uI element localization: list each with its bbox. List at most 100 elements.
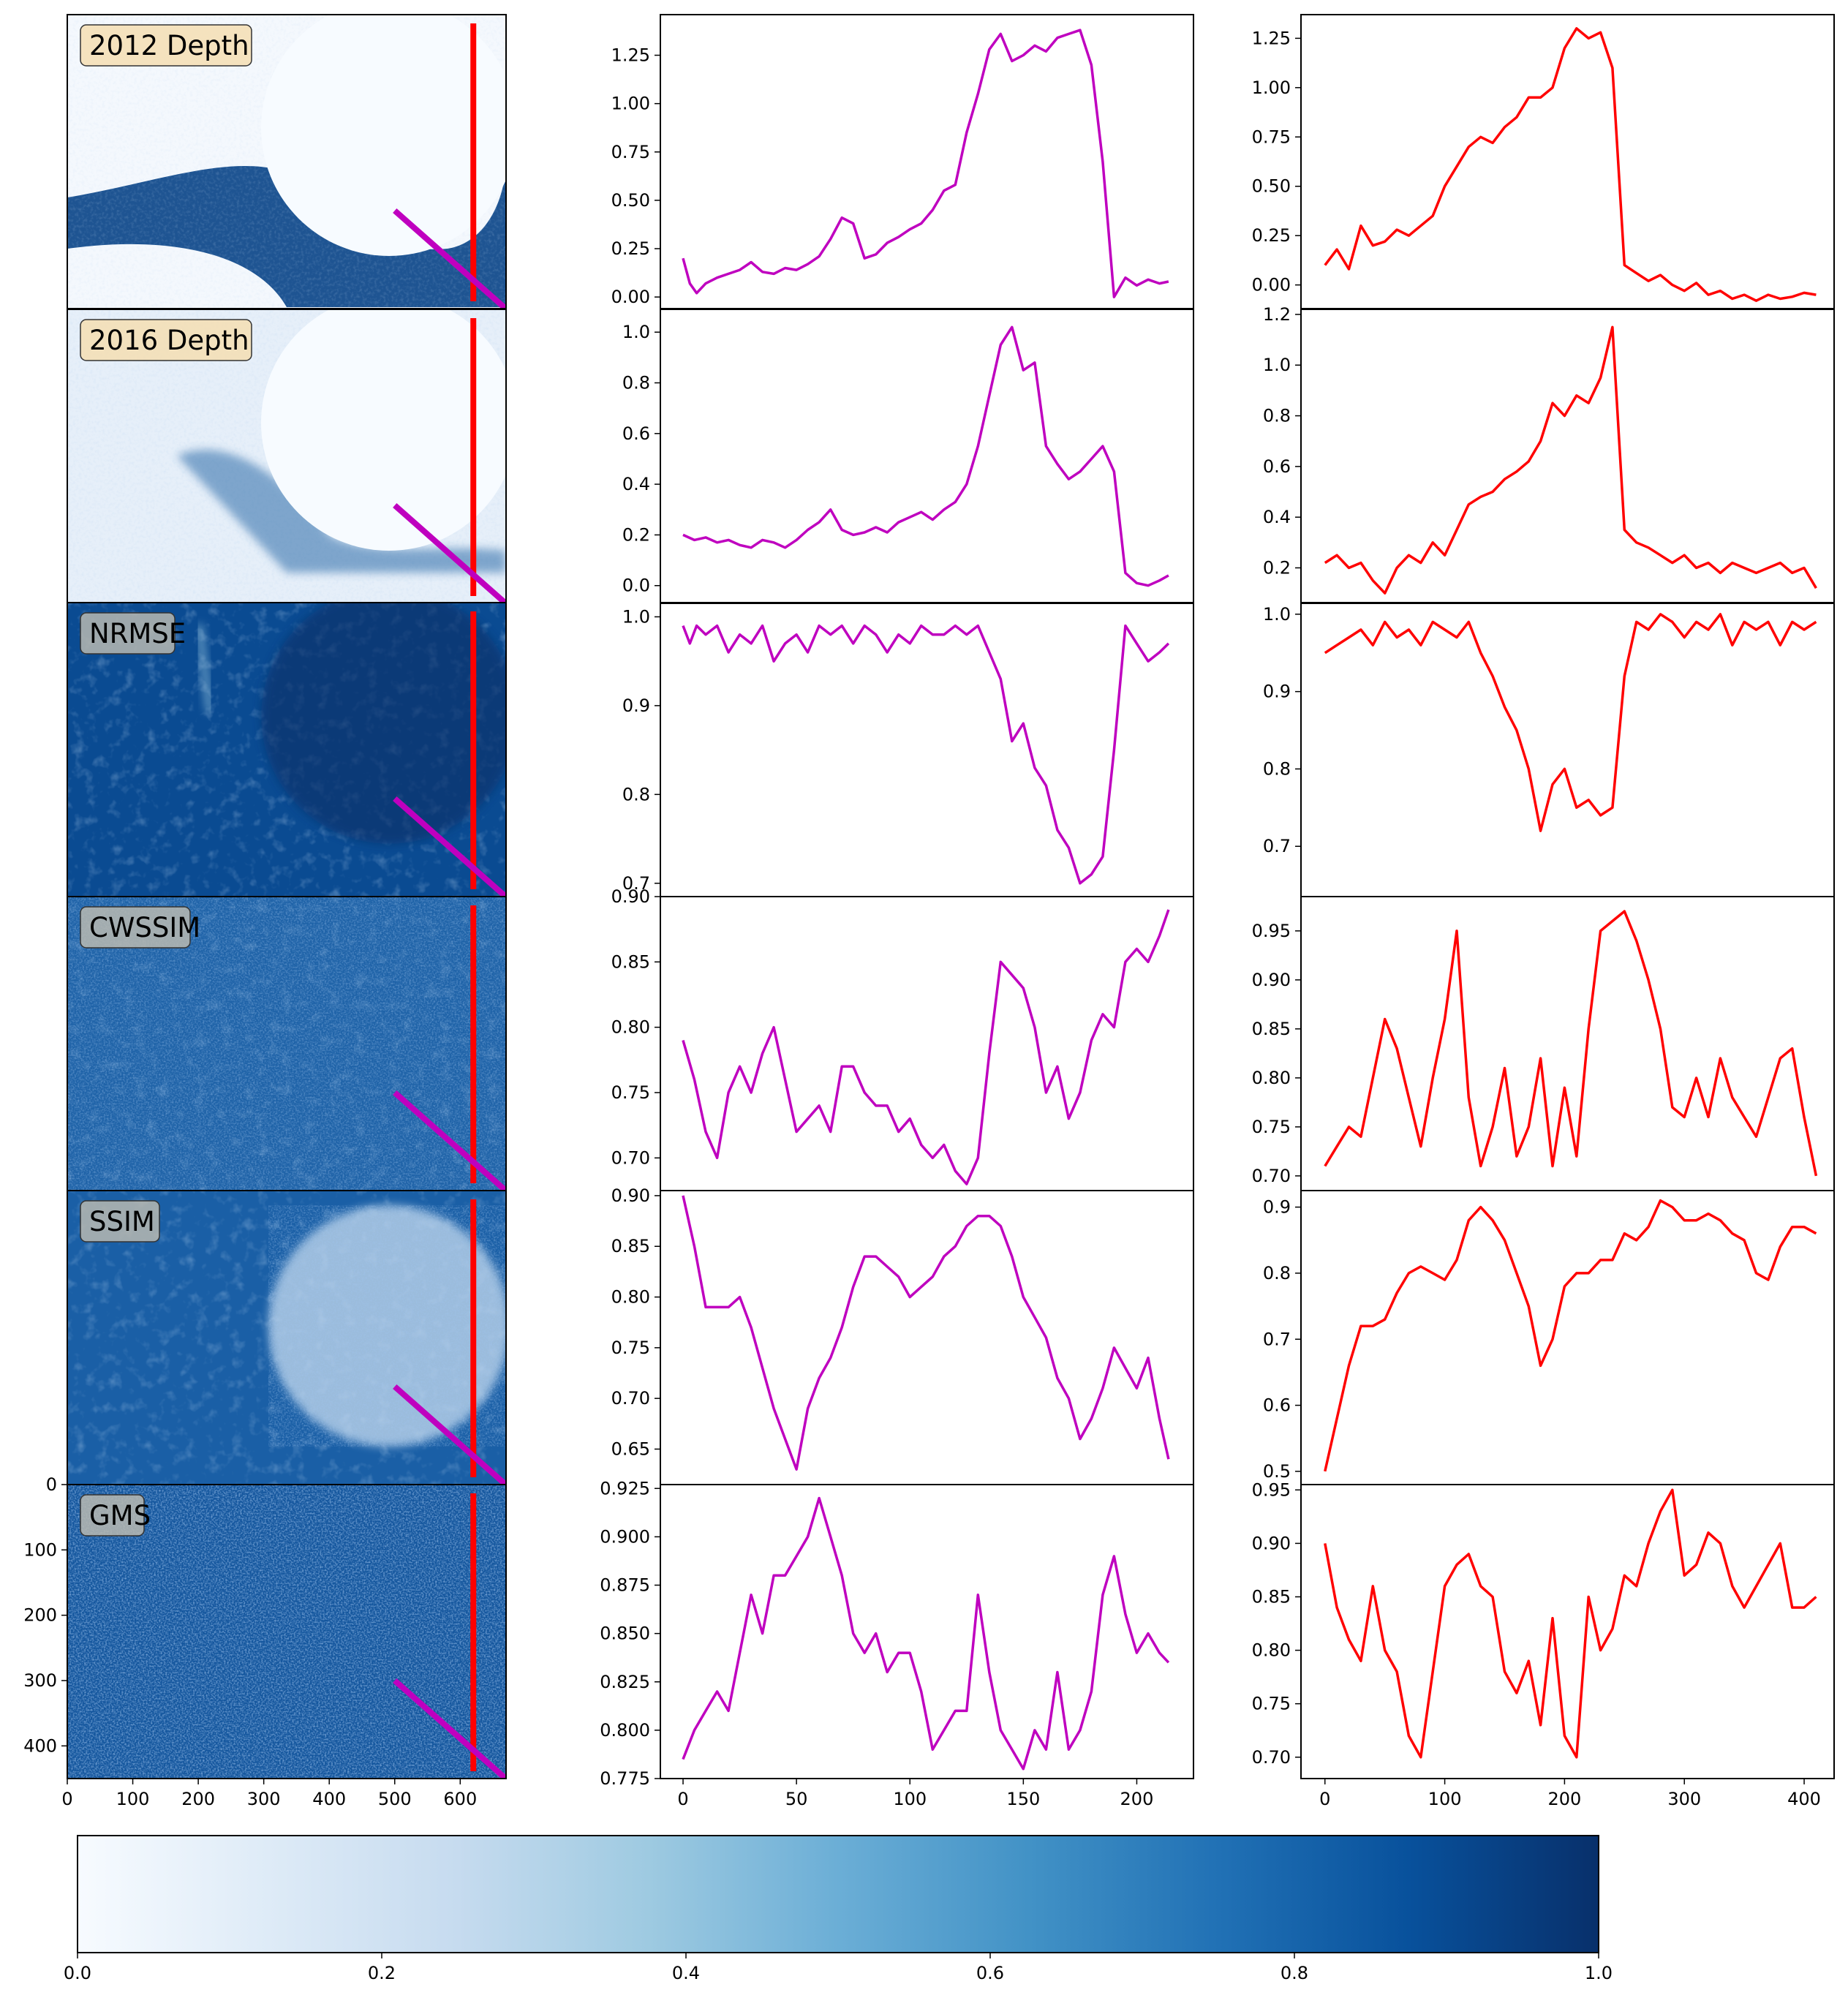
x-tick-label: 50 (785, 1789, 808, 1809)
x-tick-label: 400 (1787, 1789, 1821, 1809)
y-tick-label: 0.800 (600, 1720, 650, 1741)
colorbar-tick-label: 0.0 (64, 1963, 91, 1983)
series-line (1324, 613, 1817, 832)
panel-label: CWSSIM (89, 912, 200, 943)
vertical-profile-plot-2: 0.2 0.4 0.6 0.8 1.0 1.2 (1263, 304, 1835, 604)
y-tick-label: 1.0 (1263, 604, 1291, 625)
x-tick-label: 0 (677, 1789, 688, 1809)
diagonal-profile-plot-2: 0.0 0.2 0.4 0.6 0.8 1.0 (622, 309, 1194, 604)
colorbar-tick-label: 0.4 (672, 1963, 700, 1983)
series-line (1324, 1488, 1817, 1759)
series-line (1324, 1199, 1817, 1472)
panel-label-box (80, 906, 191, 949)
image-y-tick-label: 0 (46, 1474, 57, 1495)
diagonal-transect-line (393, 1678, 506, 1779)
y-tick-label: 0.775 (600, 1768, 650, 1789)
image-panel-3: NRMSE (67, 602, 507, 897)
colorbar-tick-label: 0.8 (1281, 1963, 1308, 1983)
y-tick-label: 0.75 (611, 1338, 650, 1358)
colorbar-tick-label: 1.0 (1585, 1963, 1613, 1983)
y-tick-label: 0.70 (611, 1147, 650, 1168)
diagonal-transect-line (393, 1090, 506, 1191)
y-tick-label: 0.900 (600, 1526, 650, 1547)
panel-label-box (80, 319, 252, 361)
y-tick-label: 0.70 (1252, 1166, 1291, 1186)
y-tick-label: 0.50 (611, 190, 650, 211)
y-tick-label: 1.0 (1263, 355, 1291, 375)
y-tick-label: 0.9 (1263, 682, 1291, 702)
y-tick-label: 0.00 (1252, 275, 1291, 295)
y-tick-label: 0.875 (600, 1575, 650, 1596)
vertical-profile-plot-3: 0.7 0.8 0.9 1.0 (1263, 602, 1835, 897)
diagonal-profile-column: 0.000.250.500.751.001.250.00.20.40.60.81… (600, 14, 1194, 1809)
series-line (1324, 325, 1817, 595)
series-line (682, 1195, 1170, 1471)
panel-label-box (80, 1494, 145, 1536)
y-tick-label: 0.70 (1252, 1747, 1291, 1768)
image-x-tick-label: 0 (61, 1789, 72, 1809)
image-panel-5: SSIM (67, 1190, 507, 1485)
y-tick-label: 0.00 (611, 287, 650, 307)
image-panels: 2012 Depth 2016 Depth NRMSE CWSSIM SSIM GMS 0 1… (23, 14, 507, 1809)
y-tick-label: 0.4 (1263, 507, 1291, 527)
y-tick-label: 0.9 (622, 695, 650, 716)
colorbar-tick-label: 0.2 (368, 1963, 396, 1983)
image-panel-1: 2012 Depth (67, 14, 507, 309)
vertical-profile-plot-5: 0.5 0.6 0.7 0.8 0.9 (1263, 1190, 1835, 1485)
y-tick-label: 0.25 (1252, 225, 1291, 246)
panel-label: GMS (89, 1500, 151, 1531)
y-tick-label: 0.5 (1263, 1461, 1291, 1482)
y-tick-label: 0.4 (622, 474, 650, 494)
y-tick-label: 0.8 (1263, 406, 1291, 426)
y-tick-label: 0.2 (1263, 557, 1291, 578)
y-tick-label: 0.80 (611, 1017, 650, 1038)
y-tick-label: 1.25 (1252, 28, 1291, 48)
image-x-tick-label: 100 (116, 1789, 150, 1809)
diagonal-profile-plot-6: 0.775 0.800 0.825 0.850 0.875 0.900 0.925 0 50 10… (600, 1478, 1194, 1809)
y-tick-label: 0.7 (1263, 836, 1291, 856)
diagonal-transect-line (393, 503, 506, 603)
y-tick-label: 0.70 (611, 1388, 650, 1409)
y-tick-label: 0.95 (1252, 1479, 1291, 1500)
y-tick-label: 0.90 (1252, 1533, 1291, 1553)
image-x-tick-label: 400 (312, 1789, 346, 1809)
image-x-tick-label: 600 (443, 1789, 477, 1809)
y-tick-label: 1.0 (622, 606, 650, 627)
y-tick-label: 0.90 (611, 1185, 650, 1206)
diagonal-transect-line (393, 1384, 506, 1485)
y-tick-label: 0.75 (611, 1082, 650, 1103)
x-tick-label: 150 (1006, 1789, 1040, 1809)
x-tick-label: 200 (1547, 1789, 1581, 1809)
y-tick-label: 1.0 (622, 322, 650, 342)
y-tick-label: 0.65 (611, 1438, 650, 1459)
diagonal-transect-line (393, 208, 506, 309)
vertical-profile-column: 0.000.250.500.751.001.250.20.40.60.81.01… (1252, 14, 1835, 1809)
series-line (682, 909, 1170, 1185)
x-tick-label: 0 (1319, 1789, 1330, 1809)
y-tick-label: 1.2 (1263, 304, 1291, 325)
colorbar-gradient (77, 1835, 1599, 1953)
y-tick-label: 0.8 (1263, 1263, 1291, 1283)
panel-label: NRMSE (89, 618, 186, 649)
diagonal-profile-plot-5: 0.65 0.70 0.75 0.80 0.85 0.90 (611, 1185, 1194, 1485)
y-tick-label: 0.80 (1252, 1068, 1291, 1088)
y-tick-label: 0.0 (622, 576, 650, 596)
image-y-tick-label: 400 (23, 1735, 57, 1756)
y-tick-label: 0.50 (1252, 176, 1291, 197)
y-tick-label: 0.825 (600, 1672, 650, 1692)
y-tick-label: 0.2 (622, 524, 650, 545)
y-tick-label: 1.00 (1252, 78, 1291, 98)
y-tick-label: 0.7 (1263, 1329, 1291, 1349)
y-tick-label: 0.8 (1263, 758, 1291, 779)
panel-label: 2016 Depth (89, 325, 249, 356)
y-tick-label: 0.95 (1252, 921, 1291, 941)
series-line (682, 1496, 1170, 1771)
y-tick-label: 1.00 (611, 94, 650, 114)
image-x-tick-label: 500 (378, 1789, 412, 1809)
panel-label: 2012 Depth (89, 30, 249, 61)
diagonal-profile-plot-1: 0.00 0.25 0.50 0.75 1.00 1.25 (611, 14, 1194, 309)
y-tick-label: 0.8 (622, 373, 650, 393)
panel-label-box (80, 612, 176, 655)
y-tick-label: 0.75 (611, 142, 650, 162)
y-tick-label: 0.25 (611, 238, 650, 259)
